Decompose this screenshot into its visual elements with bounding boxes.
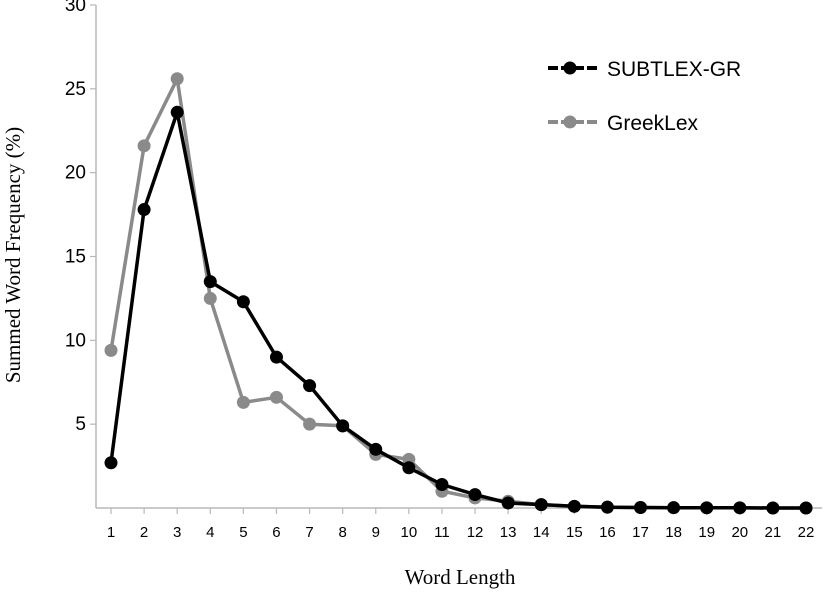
data-point-subtlex-gr — [600, 500, 614, 514]
data-point-subtlex-gr — [236, 295, 250, 309]
data-point-subtlex-gr — [336, 419, 350, 433]
y-tick-label: 20 — [65, 163, 86, 184]
x-tick-label: 8 — [338, 524, 346, 541]
legend-item-subtlex-gr: SUBTLEX-GR — [548, 58, 741, 81]
x-tick-label: 21 — [765, 524, 782, 541]
data-point-subtlex-gr — [501, 496, 515, 510]
legend-label-greeklex: GreekLex — [607, 112, 699, 135]
data-point-subtlex-gr — [170, 105, 184, 119]
data-point-subtlex-gr — [203, 275, 217, 289]
data-point-subtlex-gr — [369, 442, 383, 456]
x-tick-label: 10 — [401, 524, 418, 541]
x-tick-label: 6 — [272, 524, 280, 541]
data-point-subtlex-gr — [799, 501, 813, 515]
y-tick-label: 15 — [65, 247, 86, 268]
data-point-greeklex — [203, 291, 217, 305]
x-tick-label: 13 — [500, 524, 517, 541]
y-tick-label: 10 — [65, 330, 86, 351]
legend-swatch-marker-greeklex — [563, 115, 577, 129]
data-point-subtlex-gr — [733, 501, 747, 515]
legend-label-subtlex-gr: SUBTLEX-GR — [607, 58, 741, 81]
data-point-greeklex — [104, 343, 118, 357]
series-line-greeklex — [109, 77, 806, 510]
data-point-subtlex-gr — [634, 500, 648, 514]
data-point-subtlex-gr — [534, 498, 548, 512]
series-greeklex — [104, 72, 813, 515]
x-axis-title: Word Length — [405, 565, 516, 589]
x-tick-label: 15 — [566, 524, 583, 541]
y-tick-labels: 5 10 15 20 25 30 — [65, 0, 96, 435]
x-tick-label: 12 — [467, 524, 484, 541]
x-tick-label: 5 — [239, 524, 247, 541]
x-tick-label: 22 — [798, 524, 815, 541]
x-tick-label: 16 — [599, 524, 616, 541]
y-axis-title: Summed Word Frequency (%) — [1, 127, 25, 383]
data-point-subtlex-gr — [766, 501, 780, 515]
data-point-subtlex-gr — [435, 478, 449, 492]
data-point-subtlex-gr — [700, 501, 714, 515]
legend-item-greeklex: GreekLex — [548, 112, 699, 135]
data-point-greeklex — [137, 139, 151, 153]
data-point-subtlex-gr — [667, 501, 681, 515]
x-tick-label: 20 — [731, 524, 748, 541]
x-tick-label: 18 — [665, 524, 682, 541]
data-point-subtlex-gr — [402, 461, 416, 475]
series-layer — [104, 72, 813, 515]
x-tick-label: 17 — [632, 524, 649, 541]
x-tick-label: 3 — [173, 524, 181, 541]
x-tick-label: 1 — [107, 524, 115, 541]
y-tick-label: 30 — [65, 0, 86, 16]
data-point-greeklex — [170, 72, 184, 86]
x-tick-label: 11 — [434, 524, 450, 541]
y-tick-label: 5 — [75, 414, 86, 435]
data-point-subtlex-gr — [104, 456, 118, 470]
x-tick-label: 4 — [206, 524, 214, 541]
x-tick-label: 9 — [372, 524, 380, 541]
data-point-subtlex-gr — [303, 379, 317, 393]
x-tick-labels: 1 2 3 4 5 6 7 8 9 10 11 12 13 14 15 16 17 18 19 20 21 22 — [107, 508, 815, 541]
series-line-subtlex-gr — [109, 110, 806, 510]
y-tick-label: 25 — [65, 79, 86, 100]
x-tick-label: 7 — [305, 524, 313, 541]
x-tick-label: 19 — [698, 524, 715, 541]
data-point-subtlex-gr — [269, 350, 283, 364]
series-subtlex-gr — [104, 105, 813, 515]
x-tick-label: 14 — [533, 524, 550, 541]
data-point-subtlex-gr — [137, 203, 151, 217]
legend: SUBTLEX-GR GreekLex — [548, 58, 741, 135]
data-point-subtlex-gr — [468, 488, 482, 502]
legend-swatch-marker-subtlex-gr — [563, 61, 577, 75]
data-point-greeklex — [303, 417, 317, 431]
data-point-greeklex — [269, 390, 283, 404]
data-point-subtlex-gr — [567, 499, 581, 513]
data-point-greeklex — [236, 395, 250, 409]
x-tick-label: 2 — [140, 524, 148, 541]
